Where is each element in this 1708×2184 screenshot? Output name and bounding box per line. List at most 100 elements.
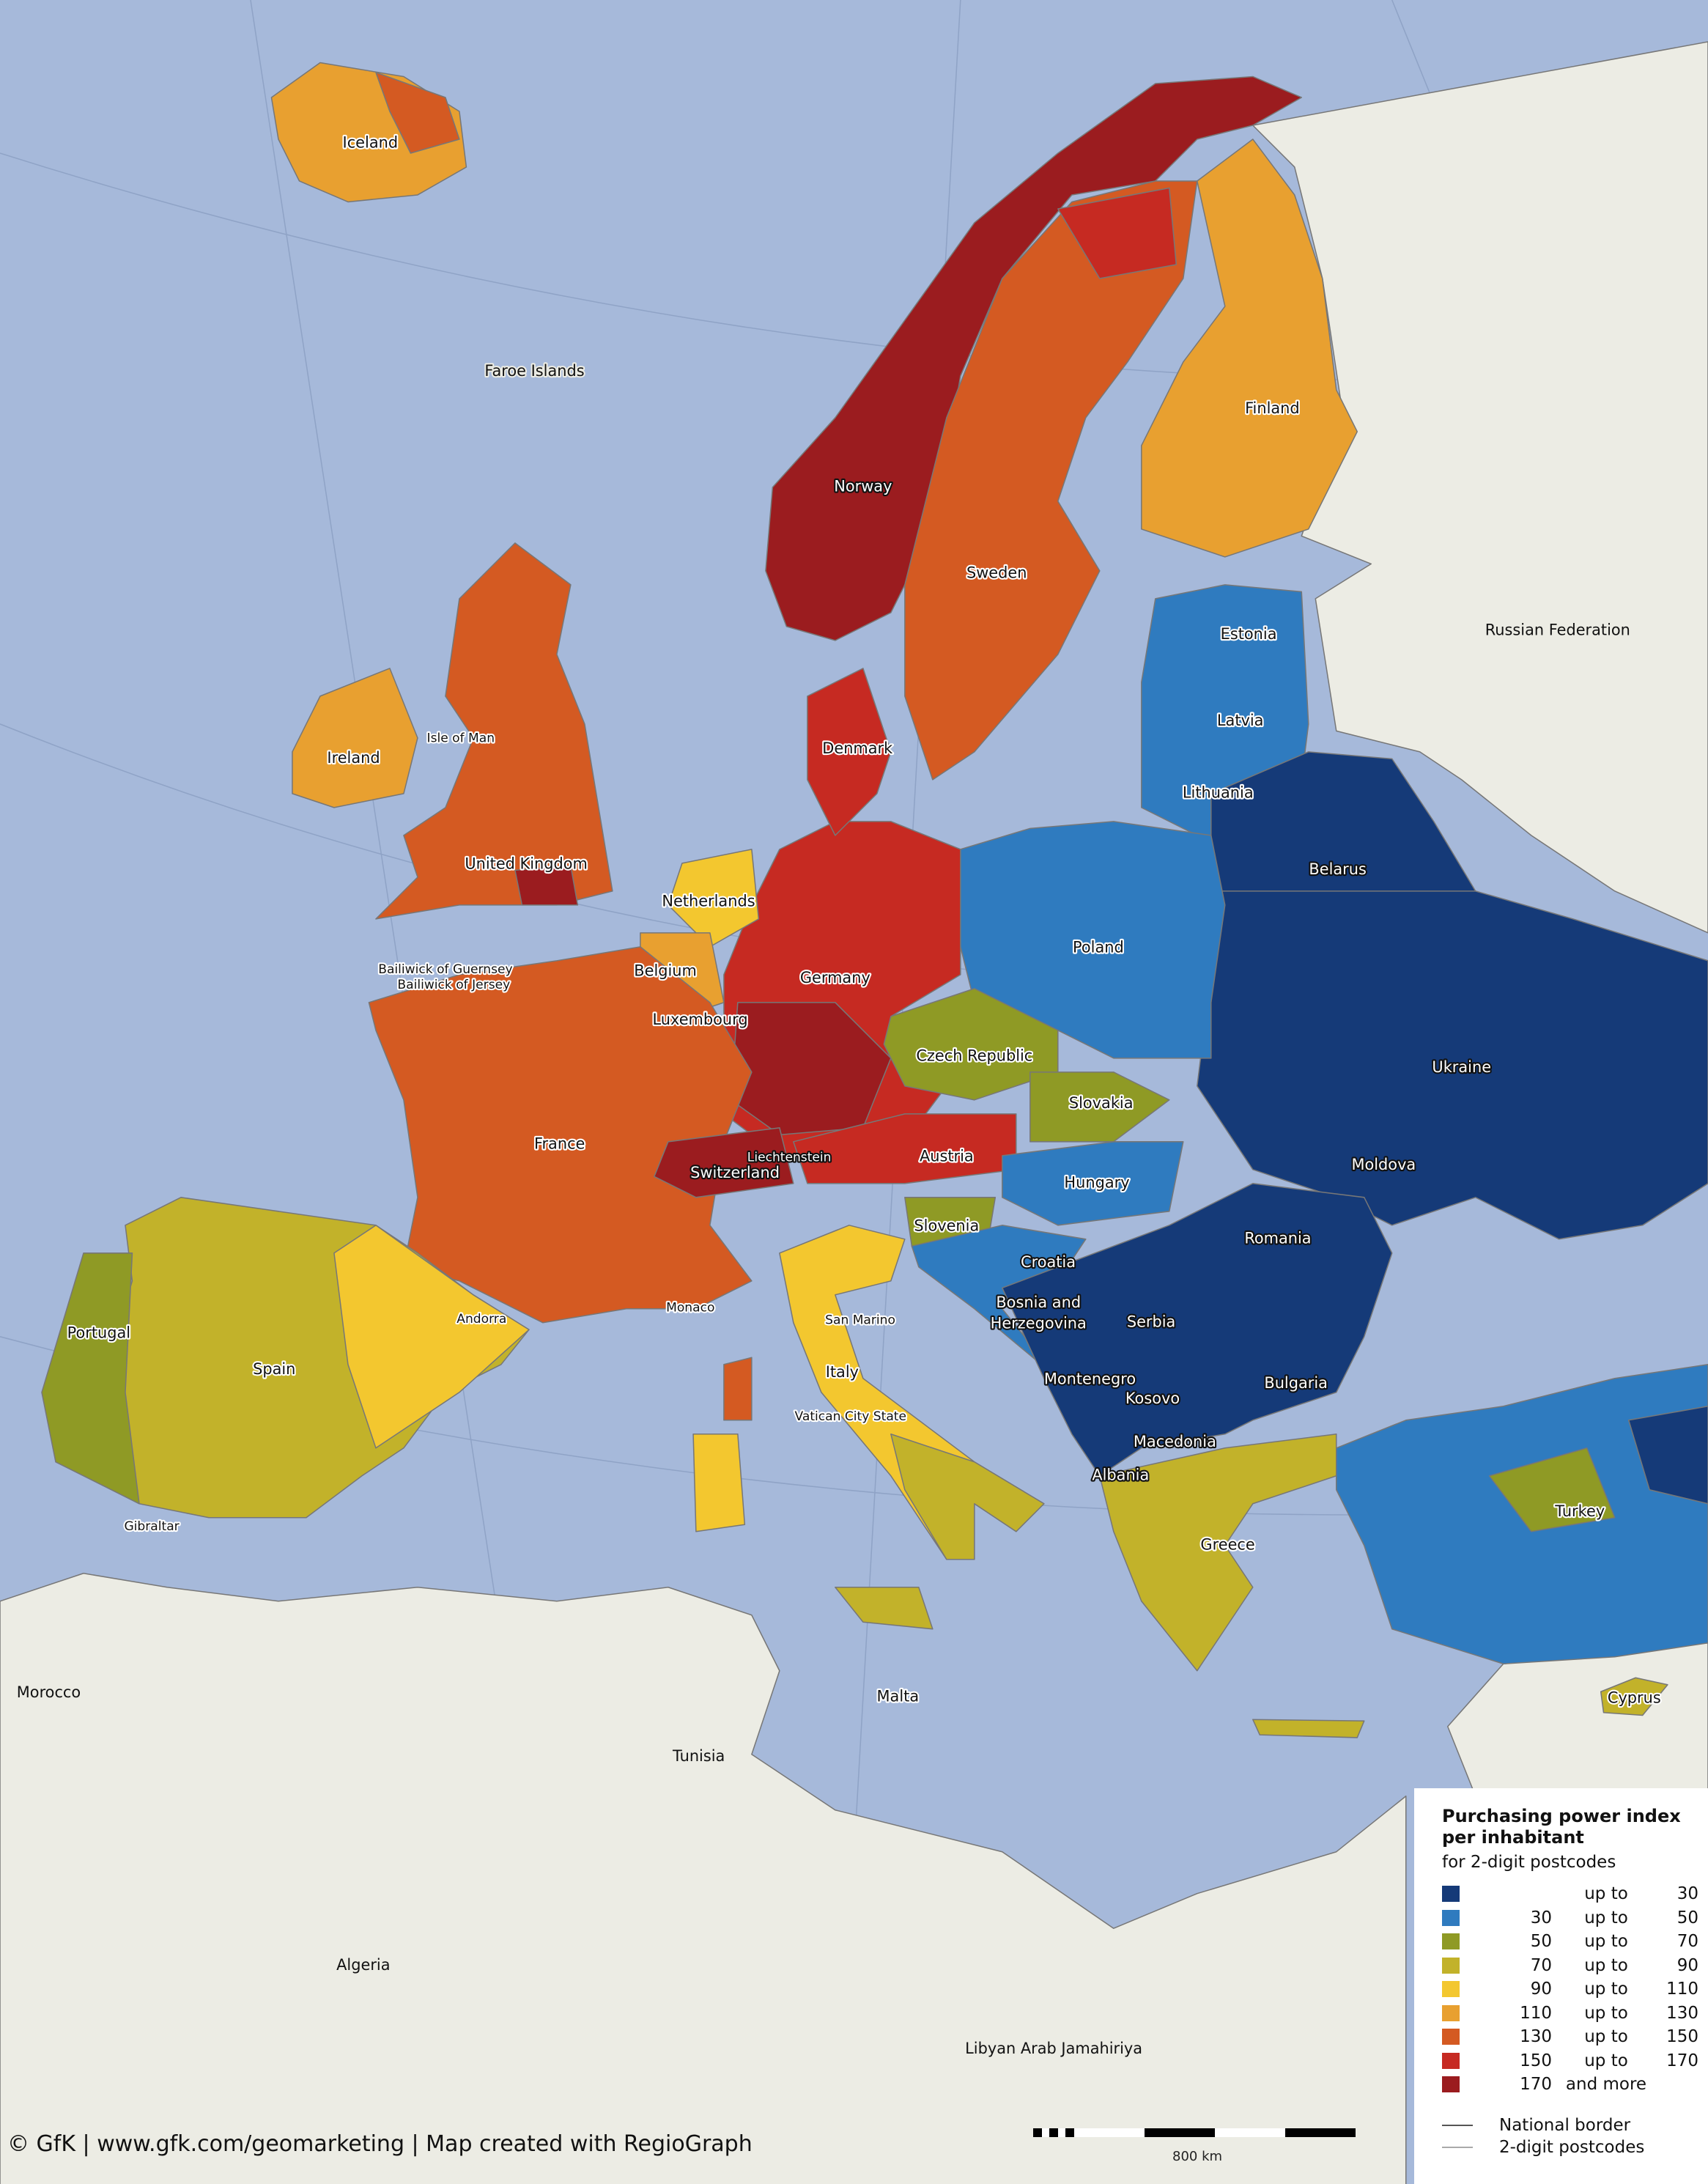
country-labels: Iceland Faroe Islands Norway Sweden Finland R… (15, 132, 1663, 2059)
country-label-ukraine: Ukraine (1432, 1058, 1491, 1076)
legend-connector: and more (1565, 2075, 1647, 2095)
legend-connector: up to (1584, 2027, 1628, 2047)
region-slovakia (1029, 1071, 1170, 1143)
legend-class-row: 50 up to 70 (1442, 1930, 1708, 1954)
country-label-isle-of-man: Isle of Man (427, 731, 495, 746)
legend-national-border: National border (1442, 2114, 1708, 2136)
scale-segment (1215, 2128, 1285, 2137)
country-label-malta: Malta (877, 1688, 920, 1705)
region-iceland-east (375, 72, 460, 154)
legend-line-label: National border (1499, 2115, 1631, 2135)
country-label-austria: Austria (920, 1147, 974, 1165)
country-label-bailiwick-of-guernsey: Bailiwick of Guernsey (378, 962, 512, 977)
legend-to: 90 (1676, 1955, 1698, 1975)
scale-segment (1033, 2128, 1042, 2137)
country-label-sweden: Sweden (966, 564, 1027, 581)
legend-from: 70 (1530, 1955, 1552, 1975)
country-label-serbia: Serbia (1127, 1313, 1176, 1330)
country-label-portugal: Portugal (67, 1324, 130, 1342)
legend-swatch (1442, 1981, 1460, 1998)
legend-from: 150 (1520, 2051, 1552, 2070)
country-label-czech-republic: Czech Republic (916, 1047, 1032, 1065)
country-label-bailiwick-of-jersey: Bailiwick of Jersey (397, 978, 510, 992)
country-label-netherlands: Netherlands (662, 893, 755, 910)
country-label-andorra: Andorra (456, 1312, 506, 1327)
region-sardinia (692, 1434, 746, 1532)
legend-class-row: 90 up to 110 (1442, 1977, 1708, 2002)
country-label-france: France (534, 1135, 585, 1152)
region-croatia (911, 1225, 1087, 1379)
legend-swatch (1442, 2004, 1460, 2021)
country-label-turkey: Turkey (1554, 1502, 1605, 1520)
country-label-herzegovina: Herzegovina (991, 1314, 1087, 1332)
country-label-germany: Germany (800, 969, 870, 986)
country-label-bulgaria: Bulgaria (1264, 1374, 1328, 1392)
scale-segment (1042, 2128, 1049, 2137)
region-turkey-central (1488, 1447, 1616, 1532)
region-spain-east (333, 1225, 530, 1449)
scale-segment (1049, 2128, 1058, 2137)
country-label-san-marino: San Marino (825, 1313, 895, 1328)
legend-connector: up to (1584, 1908, 1628, 1927)
legend-from: 30 (1530, 1908, 1552, 1927)
country-label-estonia: Estonia (1221, 625, 1277, 643)
legend-class-row: 170 and more (1442, 2073, 1708, 2097)
legend-postcode-border: 2-digit postcodes (1442, 2136, 1708, 2158)
legend-swatch (1442, 1886, 1460, 1903)
country-label-iceland: Iceland (343, 133, 399, 151)
country-label-kosovo: Kosovo (1125, 1390, 1180, 1407)
legend-connector: up to (1584, 1980, 1628, 1999)
footer-credit: © GfK | www.gfk.com/geomarketing | Map c… (7, 2131, 753, 2157)
region-italy-south (890, 1434, 1045, 1560)
legend-swatch (1442, 2029, 1460, 2045)
legend-swatch (1442, 1933, 1460, 1950)
country-label-ireland: Ireland (327, 749, 380, 767)
legend-class-row: 150 up to 170 (1442, 2049, 1708, 2073)
region-london (514, 865, 579, 906)
country-label-moldova: Moldova (1351, 1156, 1416, 1173)
legend-to: 130 (1666, 2003, 1698, 2023)
region-denmark (807, 668, 892, 836)
country-label-bosnia-and: Bosnia and (996, 1294, 1081, 1311)
legend-from: 90 (1530, 1980, 1552, 1999)
legend-title: Purchasing power index (1442, 1806, 1681, 1826)
country-label-italy: Italy (826, 1363, 859, 1381)
legend-to: 30 (1676, 1884, 1698, 1904)
region-ukraine (1197, 890, 1708, 1240)
legend-connector: up to (1584, 1884, 1628, 1904)
region-greece (1099, 1434, 1337, 1672)
region-turkey-east (1627, 1406, 1708, 1505)
country-label-monaco: Monaco (666, 1301, 714, 1316)
legend-to: 170 (1666, 2051, 1698, 2070)
legend-to: 70 (1676, 1932, 1698, 1952)
country-label-morocco: Morocco (17, 1683, 81, 1701)
legend-classes: up to 30 30 up to 50 50 up to 70 70 up t… (1442, 1882, 1708, 2097)
region-france (368, 946, 753, 1324)
country-label-croatia: Croatia (1021, 1253, 1076, 1271)
region-cyprus (1600, 1677, 1668, 1716)
legend-class-row: 110 up to 130 (1442, 2002, 1708, 2026)
scale-bar (1033, 2128, 1369, 2137)
country-label-algeria: Algeria (336, 1956, 390, 1974)
region-switzerland (654, 1127, 794, 1198)
legend-class-row: 30 up to 50 (1442, 1906, 1708, 1930)
legend-connector: up to (1584, 1932, 1628, 1952)
legend-class-row: up to 30 (1442, 1882, 1708, 1906)
legend-to: 110 (1666, 1980, 1698, 1999)
legend-swatch (1442, 1957, 1460, 1974)
country-label-belarus: Belarus (1309, 860, 1366, 878)
legend-connector: up to (1584, 2051, 1628, 2070)
region-finland (1141, 139, 1358, 558)
legend-from: 50 (1530, 1932, 1552, 1952)
country-label-slovakia: Slovakia (1069, 1094, 1134, 1112)
country-label-finland: Finland (1245, 399, 1300, 417)
legend-connector: up to (1584, 1955, 1628, 1975)
scale-segment (1145, 2128, 1215, 2137)
north-africa-land (0, 1572, 1407, 2184)
region-sweden (904, 180, 1198, 781)
region-ireland (292, 668, 418, 808)
scale-segment (1058, 2128, 1065, 2137)
region-uk (375, 542, 613, 920)
country-label-liechtenstein: Liechtenstein (747, 1150, 832, 1165)
